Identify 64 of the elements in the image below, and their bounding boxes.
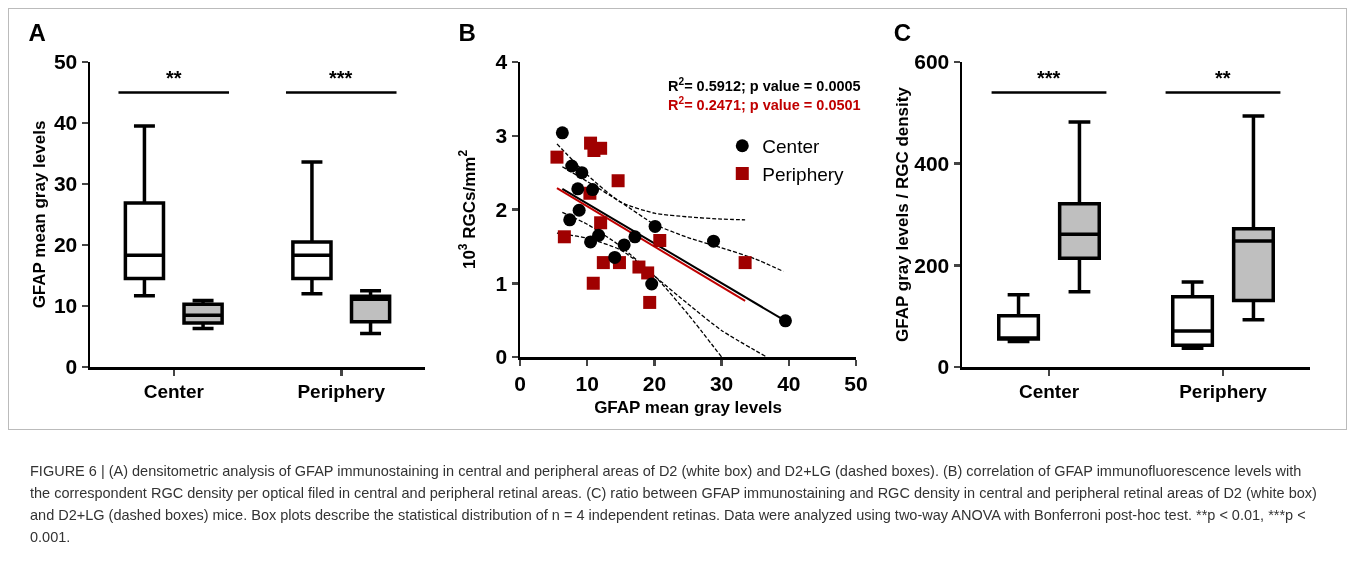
y-tick-label: 600 (914, 50, 950, 74)
point (584, 235, 598, 249)
point (628, 230, 642, 244)
point (641, 266, 655, 280)
y-axis-title: GFAP mean gray levels (29, 120, 49, 309)
y-tick-label: 3 (495, 124, 508, 148)
point (645, 277, 659, 291)
point (596, 256, 610, 270)
point (738, 256, 752, 270)
point (557, 230, 571, 244)
point (550, 150, 564, 164)
y-tick-label: 0 (937, 355, 950, 379)
x-tick-label: 0 (514, 371, 526, 395)
annotation: R$^{2}$= 0.5912; p value = 0.0005 (668, 76, 861, 95)
point (611, 174, 625, 188)
y-tick-label: 1 (495, 271, 508, 295)
x-tick-label: 30 (709, 371, 734, 395)
legend-label: Periphery (762, 163, 845, 185)
point (575, 166, 589, 180)
chart-title: A (28, 19, 46, 47)
point (586, 276, 600, 290)
x-tick-label: 40 (777, 371, 801, 395)
y-tick-label: 30 (53, 172, 78, 196)
chart-title: C (893, 19, 912, 47)
point (778, 314, 792, 328)
point (594, 216, 608, 230)
point (571, 182, 585, 196)
y-tick-label: 2 (495, 197, 508, 221)
point (555, 126, 569, 140)
y-tick-label: 400 (914, 152, 950, 176)
x-axis-title: GFAP mean gray levels (594, 398, 782, 418)
y-tick-label: 40 (53, 111, 78, 135)
y-tick-label: 10 (53, 294, 78, 318)
point (572, 203, 586, 217)
caption: FIGURE 6 | (A) densitometric analysis of GFAP immunostaining in central and peripheral areas of D2 (white box) and D2+LG (dashed boxes). (B) correlation of GFAP immunofluorescence levels with the correspondent RGC density per optical filed in central and peripheral retinal areas. (C) ratio between GFAP immunostaining and RGC density in central and peripheral retinal areas of D2 (white box) and D2+LG (dashed boxes) mice. Box plots describe the statistical distribution of n = 4 independent retinas. Data were analyzed using two-way ANOVA with Bonferroni post-hoc test. **p < 0.01, ***p < 0.001. (30, 462, 1318, 547)
point (617, 238, 631, 252)
legend-label: Center (762, 136, 820, 158)
y-tick-label: 0 (65, 355, 78, 379)
annotation: *** (1037, 67, 1061, 89)
x-tick-label: Center (143, 381, 205, 403)
point (563, 213, 577, 227)
annotation: *** (329, 67, 353, 89)
annotation: ** (166, 67, 182, 89)
x-tick-label: 10 (575, 371, 599, 395)
y-tick-label: 4 (495, 50, 508, 74)
x-tick-label: 50 (844, 371, 868, 395)
y-tick-label: 20 (53, 233, 78, 257)
y-tick-label: 0 (495, 345, 508, 369)
y-tick-label: 50 (53, 50, 78, 74)
x-tick-label: Center (1018, 381, 1080, 403)
point (608, 250, 622, 264)
point (707, 234, 721, 248)
y-tick-label: 200 (914, 253, 950, 277)
y-axis-title: GFAP gray levels / RGC density (893, 86, 913, 342)
x-tick-label: Periphery (297, 381, 386, 403)
point (565, 159, 579, 173)
x-tick-label: Periphery (1179, 381, 1268, 403)
x-tick-label: 20 (642, 371, 667, 395)
point (648, 219, 662, 233)
annotation: ** (1215, 67, 1231, 89)
annotation: R$^{2}$= 0.2471; p value = 0.0501 (668, 95, 861, 114)
point (643, 295, 657, 309)
chart-title: B (458, 19, 476, 47)
point (653, 233, 667, 247)
